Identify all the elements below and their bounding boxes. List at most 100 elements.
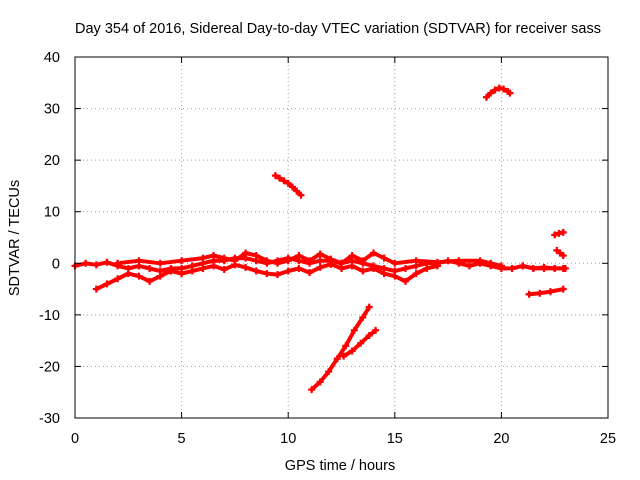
- data-point: [252, 267, 260, 275]
- data-point: [276, 174, 284, 182]
- data-point: [178, 270, 186, 278]
- data-point: [359, 257, 367, 265]
- series-arc-16: [271, 172, 305, 199]
- data-point: [308, 386, 316, 394]
- series-wave-high: [114, 249, 505, 270]
- y-tick-label: 10: [44, 205, 60, 221]
- data-point: [188, 267, 196, 275]
- data-point: [199, 264, 207, 272]
- data-point: [391, 259, 399, 267]
- y-tick-label: -20: [39, 359, 60, 375]
- data-point: [508, 264, 516, 272]
- data-point: [423, 264, 431, 272]
- data-point: [274, 259, 282, 267]
- series-wave-low: [92, 260, 441, 293]
- data-point: [338, 259, 345, 267]
- data-point: [220, 265, 228, 273]
- data-point: [380, 254, 388, 262]
- data-point: [178, 257, 186, 265]
- grid: [75, 57, 608, 418]
- x-tick-label: 0: [71, 431, 79, 447]
- data-point: [342, 342, 350, 350]
- data-point: [551, 231, 559, 239]
- series-end-mid: [553, 246, 567, 260]
- data-point: [220, 254, 228, 262]
- data-point: [263, 257, 271, 265]
- data-point: [242, 249, 250, 257]
- data-point: [536, 289, 544, 297]
- data-point: [340, 352, 348, 360]
- series-arc-33: [482, 84, 514, 101]
- y-tick-label: -30: [39, 411, 60, 427]
- data-point: [252, 252, 260, 260]
- data-point: [350, 326, 358, 334]
- data-point: [348, 252, 356, 260]
- data-point: [271, 172, 279, 180]
- data-point: [506, 89, 514, 97]
- data-point: [92, 261, 100, 269]
- chart-title: Day 354 of 2016, Sidereal Day-to-day VTE…: [75, 21, 601, 37]
- y-tick-label: 20: [44, 153, 60, 169]
- data-point: [369, 249, 377, 257]
- data-point: [546, 288, 554, 296]
- data-point: [306, 257, 314, 265]
- data-point: [284, 267, 292, 275]
- data-point: [401, 264, 409, 272]
- data-point: [359, 313, 367, 321]
- x-tick-label: 10: [280, 431, 296, 447]
- data-point: [135, 272, 143, 280]
- data-point: [295, 252, 303, 260]
- series-end-low: [525, 285, 567, 298]
- data-point: [199, 254, 207, 262]
- data-point: [333, 355, 341, 363]
- data-point: [146, 264, 154, 272]
- data-point: [412, 270, 420, 278]
- data-point: [92, 285, 100, 293]
- data-point: [433, 258, 441, 266]
- data-point: [284, 257, 292, 265]
- data-point: [146, 277, 154, 285]
- series-line: [309, 305, 372, 392]
- data-point: [210, 252, 218, 260]
- y-axis-label: SDTVAR / TECUs: [7, 180, 23, 296]
- y-tick-label: 0: [52, 256, 60, 272]
- data-point: [412, 257, 420, 265]
- series-line: [527, 287, 566, 297]
- data-point: [519, 262, 527, 270]
- data-point: [316, 257, 324, 265]
- data-point: [156, 259, 164, 267]
- data-point: [316, 378, 324, 386]
- ticks: 0 5 10 15 20 25 40 30 20 10 0 -10 -20 -30: [39, 50, 616, 447]
- plot-frame: [74, 56, 609, 419]
- y-tick-label: 30: [44, 102, 60, 118]
- data-point: [210, 262, 218, 270]
- data-point: [316, 263, 324, 271]
- data-point: [288, 183, 296, 191]
- data-point: [327, 255, 335, 263]
- data-point: [551, 264, 559, 272]
- data-point: [491, 86, 499, 94]
- data-point: [365, 303, 373, 311]
- series-dive-1: [308, 303, 373, 394]
- data-point: [316, 250, 324, 258]
- data-point: [156, 272, 164, 280]
- x-tick-label: 15: [387, 431, 403, 447]
- data-point: [82, 259, 90, 267]
- x-tick-label: 5: [178, 431, 186, 447]
- data-point: [559, 285, 567, 293]
- data-point: [274, 271, 282, 279]
- data-point: [476, 257, 484, 265]
- data-point: [135, 257, 143, 265]
- data-point: [167, 267, 175, 275]
- data-point: [455, 257, 463, 265]
- data-point: [325, 368, 333, 376]
- data-point: [559, 228, 567, 236]
- x-tick-label: 20: [493, 431, 509, 447]
- data-point: [372, 326, 380, 334]
- data-point: [103, 258, 111, 266]
- data-point: [380, 270, 388, 278]
- data-point: [280, 177, 288, 185]
- y-tick-label: -10: [39, 308, 60, 324]
- series-end-flat: [519, 262, 567, 272]
- data-point: [487, 259, 495, 267]
